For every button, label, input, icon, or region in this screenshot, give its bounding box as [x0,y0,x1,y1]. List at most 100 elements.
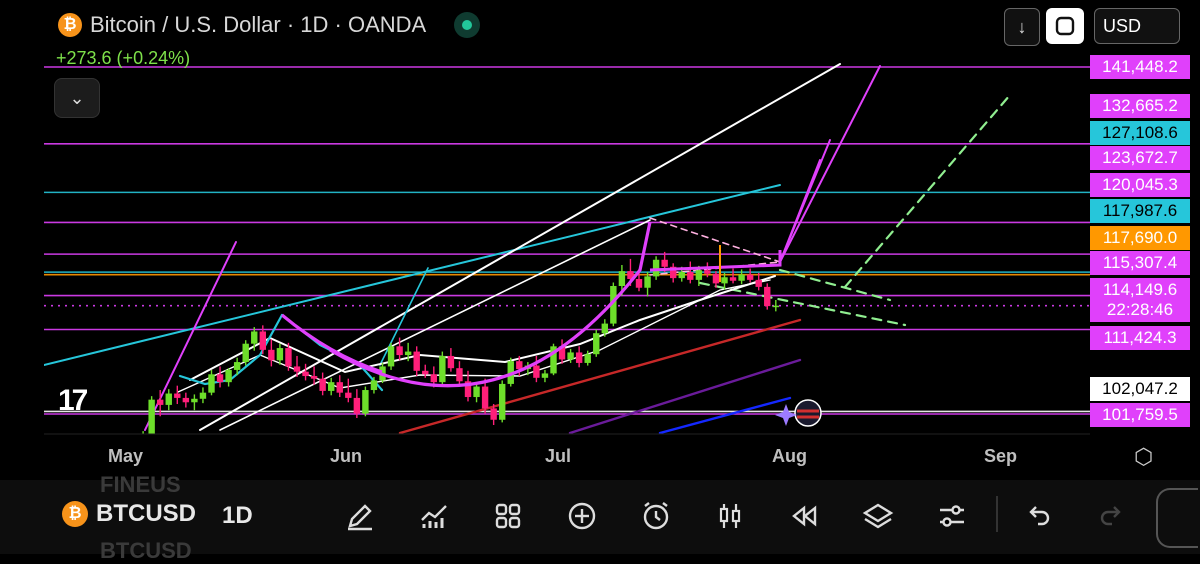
interval-button[interactable]: 1D [222,502,253,529]
candle [755,272,762,291]
candle-body [541,373,549,378]
replay-icon[interactable] [786,498,826,538]
x-tick-label: Aug [772,446,807,466]
candle-body [661,259,668,267]
candle [345,378,352,403]
add-icon[interactable] [564,498,604,538]
candle [353,389,361,419]
candle-body [370,380,378,391]
candle-body [490,408,497,420]
undo-icon[interactable] [1020,498,1060,538]
candle [490,404,497,426]
candle [738,269,745,285]
chevron-down-icon[interactable]: ⌄ [54,78,100,118]
candle-body [704,270,711,274]
pencil-icon[interactable] [342,498,382,538]
candle [310,366,318,385]
trendline [649,217,781,263]
symbol-switcher[interactable]: ₿ BTCUSD [62,500,196,528]
price-tag[interactable]: 102,047.2 [1090,377,1190,401]
candle [422,364,429,378]
price-tag[interactable]: 111,424.3 [1090,326,1190,350]
price-tag[interactable]: 117,987.6 [1090,199,1190,223]
candle-body [422,370,429,375]
price-tag[interactable]: 114,149.6 22:28:46 [1090,278,1190,322]
currency-label: USD [1103,15,1142,36]
candle-body [293,366,301,372]
bottom-toolbar [0,480,1200,554]
alert-clock-icon[interactable] [638,498,678,538]
x-tick-label: Jun [330,446,363,466]
candle [772,299,779,312]
candle-body [336,382,343,393]
price-tag[interactable]: 117,690.0 [1090,226,1190,250]
price-tag[interactable]: 141,448.2 [1090,55,1190,79]
candle-body [687,272,694,280]
trendline [843,93,1012,289]
candle-body [216,374,224,383]
candle [319,372,326,396]
price-tag[interactable]: 115,307.4 [1090,251,1190,275]
candle [456,361,463,387]
candle-body [430,374,437,383]
candle [584,350,591,366]
chart-type-icon[interactable] [712,498,752,538]
candle-body [635,279,643,288]
trendline [779,159,821,263]
candle [336,375,343,398]
candle-body [404,351,412,356]
symbol-header[interactable]: ₿ Bitcoin / U.S. Dollar · 1D · OANDA [58,12,481,38]
candle-body [746,274,754,280]
candle-body [174,393,181,398]
candle-body [516,361,523,370]
chart-settings-icon[interactable]: ⬡ [1134,444,1154,469]
candle-body [328,382,335,391]
candle [413,346,420,377]
candle-body [558,346,566,360]
candle-body [310,376,318,379]
candle [242,340,249,366]
candle-body [251,331,258,344]
indicators-icon[interactable] [416,498,456,538]
candle [473,383,480,403]
trendline [219,219,651,431]
candle-body [584,354,591,363]
candle [285,342,292,371]
price-tag[interactable]: 123,672.7 [1090,146,1190,170]
settings-sliders-icon[interactable] [934,498,974,538]
fullscreen-icon[interactable] [1046,8,1084,44]
candle-body [712,273,720,284]
trendline [658,396,792,434]
candle-body [447,355,455,369]
templates-icon[interactable] [490,498,530,538]
candle [370,376,378,394]
price-tag[interactable]: 101,759.5 [1090,403,1190,427]
currency-select[interactable]: USD [1094,8,1180,44]
redo-icon[interactable] [1094,498,1134,538]
candle-body [319,378,326,391]
candle [447,348,455,372]
candle-body [755,279,762,287]
candle-body [550,346,557,374]
bar-countdown: 22:28:46 [1106,300,1174,319]
trendline [568,358,802,434]
candle-body [618,271,626,286]
price-tag[interactable]: 132,665.2 [1090,94,1190,118]
candle-body [396,346,403,356]
candle-body [738,274,745,281]
candle-body [601,323,608,334]
arrow-down-icon[interactable]: ↓ [1004,8,1040,46]
price-tag[interactable]: 120,045.3 [1090,173,1190,197]
layers-icon[interactable] [860,498,900,538]
candle [396,337,403,361]
candle-body [387,346,395,367]
candle-body [499,383,506,420]
price-tag[interactable]: 127,108.6 [1090,121,1190,145]
candle-body [481,386,489,409]
x-tick-label: Jul [545,446,572,466]
candle [516,355,523,377]
candle [704,262,711,278]
expand-panel-button[interactable] [1156,488,1198,548]
trendline [778,268,892,302]
